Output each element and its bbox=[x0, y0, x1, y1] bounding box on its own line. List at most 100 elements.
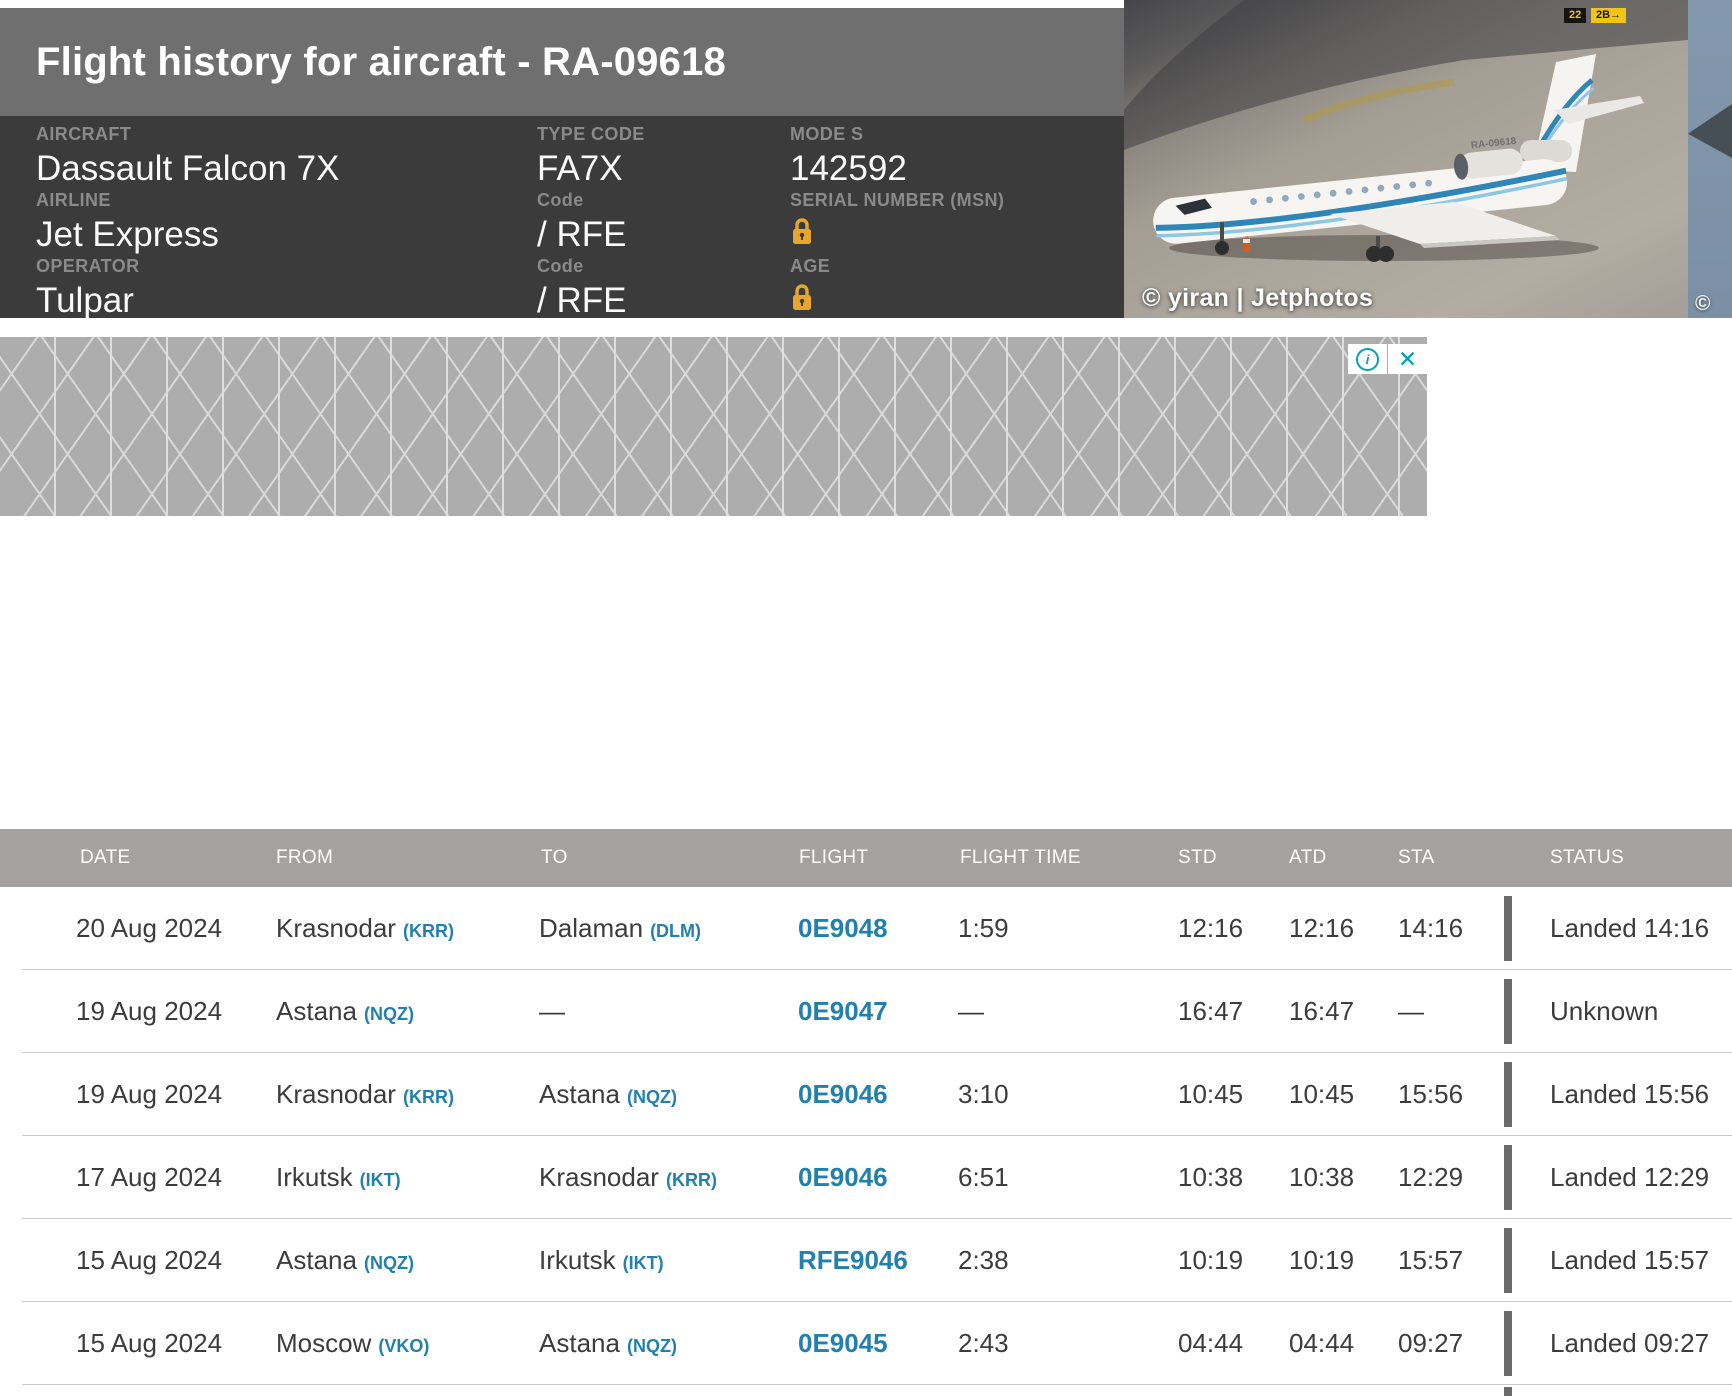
aircraft-image: RA-09618 bbox=[1124, 0, 1688, 262]
airport-code-link[interactable]: (VKO) bbox=[378, 1336, 430, 1356]
cell-to: Dalaman (DLM) bbox=[539, 887, 701, 973]
info-label: TYPE CODE bbox=[537, 124, 645, 144]
airport-code-link[interactable]: (KRR) bbox=[402, 921, 454, 941]
page-title-bar: Flight history for aircraft - RA-09618 bbox=[0, 8, 1124, 116]
airport-code-link[interactable]: (NQZ) bbox=[363, 1253, 414, 1273]
cell-atd: 16:47 bbox=[1289, 996, 1355, 1026]
flight-number-link[interactable]: 0E9048 bbox=[798, 913, 888, 943]
airport-code-link[interactable]: (NQZ) bbox=[626, 1087, 677, 1107]
flight-number-link[interactable]: 0E9046 bbox=[798, 1162, 888, 1192]
info-label: SERIAL NUMBER (MSN) bbox=[790, 190, 1005, 210]
info-value: Tulpar bbox=[36, 281, 134, 320]
cell-date: 20 Aug 2024 bbox=[76, 913, 223, 943]
to-city: Astana bbox=[539, 1328, 620, 1358]
info-value: / RFE bbox=[537, 215, 627, 254]
column-header: DATE bbox=[80, 847, 131, 868]
cell-flight: 0E9046 bbox=[798, 1136, 888, 1219]
cell-std: 12:16 bbox=[1178, 913, 1244, 943]
cell-to: — bbox=[539, 970, 565, 1053]
info-airline: AIRLINE Jet Express bbox=[36, 190, 219, 255]
info-value: / RFE bbox=[537, 281, 627, 320]
column-header: FLIGHT bbox=[799, 847, 869, 868]
photo-credit[interactable]: © yiran | Jetphotos bbox=[1142, 284, 1374, 312]
info-type-code: TYPE CODE FA7X bbox=[537, 124, 645, 189]
airport-code-link[interactable]: (IKT) bbox=[622, 1253, 664, 1273]
to-city: — bbox=[539, 996, 565, 1026]
to-city: Irkutsk bbox=[539, 1245, 616, 1275]
info-operator-code: Code / RFE bbox=[537, 256, 626, 321]
flight-number-link[interactable]: 0E9046 bbox=[798, 1079, 888, 1109]
cell-std: 10:19 bbox=[1178, 1245, 1244, 1275]
cell-flight: 0E9048 bbox=[798, 887, 888, 970]
status-marker bbox=[1504, 979, 1512, 1044]
flight-number-link[interactable]: 0E9047 bbox=[798, 996, 888, 1026]
cell-from: Astana (NQZ) bbox=[276, 970, 414, 1056]
table-row: 15 Aug 2024 Astana (NQZ) Irkutsk (IKT) RFE904… bbox=[0, 1219, 1732, 1302]
cell-flight-time: 2:43 bbox=[958, 1328, 1009, 1358]
secondary-photo[interactable]: © bbox=[1688, 0, 1732, 318]
info-mode-s: MODE S 142592 bbox=[790, 124, 907, 189]
airport-code-link[interactable]: (IKT) bbox=[359, 1170, 401, 1190]
airport-code-link[interactable]: (KRR) bbox=[665, 1170, 717, 1190]
flight-number-link[interactable]: RFE9046 bbox=[798, 1245, 908, 1275]
cell-to: Irkutsk (IKT) bbox=[539, 1219, 664, 1305]
cell-std: 16:47 bbox=[1178, 996, 1244, 1026]
cell-atd: 12:16 bbox=[1289, 913, 1355, 943]
info-value: Dassault Falcon 7X bbox=[36, 149, 340, 188]
column-header: STD bbox=[1178, 847, 1217, 868]
info-label: AIRCRAFT bbox=[36, 124, 132, 144]
flight-number-link[interactable]: 0E9045 bbox=[798, 1328, 888, 1358]
ad-banner[interactable]: i ✕ bbox=[0, 337, 1427, 516]
cell-atd: 10:19 bbox=[1289, 1245, 1355, 1275]
to-city: Krasnodar bbox=[539, 1162, 659, 1192]
cell-status: Unknown bbox=[1550, 996, 1659, 1026]
info-operator: OPERATOR Tulpar bbox=[36, 256, 140, 321]
cell-to: Astana (NQZ) bbox=[539, 1302, 677, 1388]
cell-atd: 10:38 bbox=[1289, 1162, 1355, 1192]
info-aircraft: AIRCRAFT Dassault Falcon 7X bbox=[36, 124, 339, 189]
airport-code-link[interactable]: (NQZ) bbox=[363, 1004, 414, 1024]
cell-flight-time: 2:38 bbox=[958, 1245, 1009, 1275]
airport-code-link[interactable]: (NQZ) bbox=[626, 1336, 677, 1356]
info-label: Code bbox=[537, 190, 584, 210]
ad-close-icon[interactable]: ✕ bbox=[1388, 344, 1427, 374]
cell-flight-time: — bbox=[958, 996, 984, 1026]
airport-code-link[interactable]: (KRR) bbox=[402, 1087, 454, 1107]
to-city: Dalaman bbox=[539, 913, 644, 943]
cell-std: 10:38 bbox=[1178, 1162, 1244, 1192]
cell-from: Moscow (VKO) bbox=[276, 1302, 429, 1388]
airport-code-link[interactable]: (DLM) bbox=[650, 921, 702, 941]
lock-icon bbox=[790, 217, 814, 252]
page-title: Flight history for aircraft - RA-09618 bbox=[36, 39, 726, 84]
status-marker bbox=[1504, 1062, 1512, 1127]
aircraft-photo[interactable]: RA-09618 22 2B→ © yiran | Jetphotos bbox=[1124, 0, 1688, 318]
cell-to: Astana (NQZ) bbox=[539, 1053, 677, 1139]
cell-flight-time: 1:59 bbox=[958, 913, 1009, 943]
cell-flight: 0E9047 bbox=[798, 970, 888, 1053]
cell-date: 17 Aug 2024 bbox=[76, 1162, 223, 1192]
adchoices-info-icon[interactable]: i bbox=[1348, 344, 1387, 374]
table-header-row: DATE FROM TO FLIGHT FLIGHT TIME STD ATD STA STAT… bbox=[0, 829, 1732, 887]
cell-date: 15 Aug 2024 bbox=[76, 1328, 223, 1358]
cell-atd: 04:44 bbox=[1289, 1328, 1355, 1358]
from-city: Astana bbox=[276, 996, 357, 1026]
column-header: FLIGHT TIME bbox=[960, 847, 1081, 868]
to-city: Astana bbox=[539, 1079, 620, 1109]
cell-atd: 10:45 bbox=[1289, 1079, 1355, 1109]
table-row: 15 Aug 2024 Moscow (VKO) Astana (NQZ) 0E9045 2… bbox=[0, 1302, 1732, 1385]
info-age: AGE bbox=[790, 256, 830, 318]
from-city: Moscow bbox=[276, 1328, 372, 1358]
from-city: Astana bbox=[276, 1245, 357, 1275]
taxiway-sign-left: 22 bbox=[1564, 8, 1587, 23]
cell-to: Krasnodar (KRR) bbox=[539, 1136, 717, 1222]
cell-sta: 15:56 bbox=[1398, 1079, 1464, 1109]
svg-text:RA-09618: RA-09618 bbox=[1470, 136, 1517, 152]
cell-status: Landed 15:57 bbox=[1550, 1245, 1710, 1275]
info-airline-code: Code / RFE bbox=[537, 190, 626, 255]
column-header: TO bbox=[541, 847, 568, 868]
cell-sta: 09:27 bbox=[1398, 1328, 1464, 1358]
status-marker bbox=[1504, 1228, 1512, 1293]
cell-date: 15 Aug 2024 bbox=[76, 1245, 223, 1275]
table-row: 19 Aug 2024 Astana (NQZ) — 0E9047 — 16:47 16:47… bbox=[0, 970, 1732, 1053]
